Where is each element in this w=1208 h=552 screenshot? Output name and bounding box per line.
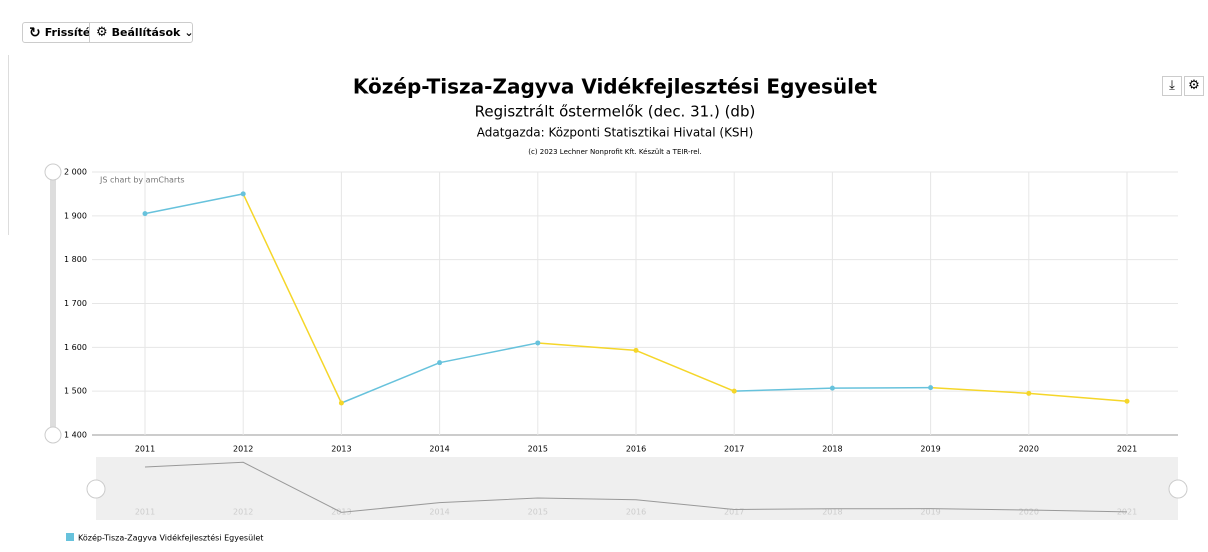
mini-x-label: 2021	[1117, 508, 1137, 517]
mini-x-label: 2012	[233, 508, 253, 517]
line-segment	[341, 361, 440, 404]
x-tick-label: 2020	[1019, 445, 1039, 454]
settings-button[interactable]: ⚙ Beállítások ⌄	[89, 22, 194, 43]
y-tick-label: 1 800	[64, 255, 87, 264]
scroll-handle	[1168, 479, 1188, 499]
copyright: (c) 2023 Lechner Nonprofit Kft. Készült …	[528, 148, 702, 156]
point	[829, 385, 835, 391]
x-tick-label: 2016	[626, 445, 646, 454]
gear-icon: ⚙	[96, 25, 108, 40]
y-tick-label: 2 000	[64, 168, 87, 177]
chart-title: Közép-Tisza-Zagyva Vidékfejlesztési Egye…	[353, 75, 878, 99]
caret: ⌄	[184, 26, 194, 39]
point	[142, 211, 148, 217]
mini-x-label: 2011	[135, 508, 155, 517]
scroll-handle	[44, 426, 62, 444]
scroll-handle	[44, 163, 62, 181]
download-button[interactable]: ⤓	[1162, 76, 1182, 96]
chart-settings-button[interactable]: ⚙	[1184, 76, 1204, 96]
point	[437, 360, 443, 366]
x-tick-label: 2019	[920, 445, 940, 454]
y-scrollbar	[50, 172, 56, 435]
line-segment	[242, 193, 343, 404]
point	[1124, 398, 1130, 404]
panel-border	[8, 55, 9, 235]
source: Adatgazda: Központi Statisztikai Hivatal…	[477, 126, 754, 140]
mini-line	[144, 461, 1128, 513]
point	[240, 191, 246, 197]
refresh-label: Frissítés	[44, 26, 97, 39]
x-tick-label: 2011	[135, 445, 155, 454]
line-segment	[1028, 392, 1128, 402]
y-tick-label: 1 900	[64, 211, 87, 220]
mini-x-label: 2017	[724, 508, 744, 517]
x-tick-label: 2012	[233, 445, 253, 454]
mini-x-label: 2018	[822, 508, 842, 517]
mini-x-label: 2015	[528, 508, 548, 517]
x-tick-label: 2015	[528, 445, 548, 454]
point	[535, 340, 541, 346]
chart-subtitle: Regisztrált őstermelők (dec. 31.) (db)	[475, 103, 756, 121]
legend-swatch	[66, 533, 74, 541]
point	[928, 385, 934, 391]
line-segment	[734, 387, 833, 392]
line-segment	[537, 342, 637, 352]
x-tick-label: 2018	[822, 445, 842, 454]
scroll-handle	[86, 479, 106, 499]
mini-x-label: 2020	[1019, 508, 1039, 517]
line-segment	[635, 349, 735, 392]
x-tick-label: 2017	[724, 445, 744, 454]
x-tick-label: 2014	[429, 445, 449, 454]
x-tick-label: 2021	[1117, 445, 1137, 454]
y-tick-label: 1 700	[64, 299, 87, 308]
point	[1026, 390, 1032, 396]
credit: JS chart by amCharts	[99, 176, 185, 185]
mini-x-label: 2016	[626, 508, 646, 517]
line-segment	[439, 342, 538, 364]
y-tick-label: 1 600	[64, 343, 87, 352]
mini-x-label: 2013	[331, 508, 351, 517]
point	[731, 388, 737, 394]
y-tick-label: 1 400	[64, 431, 87, 440]
refresh-icon: ↻	[29, 24, 41, 41]
point	[633, 347, 639, 353]
mini-x-label: 2014	[429, 508, 449, 517]
x-scrollbar	[96, 457, 1178, 520]
point	[338, 400, 344, 406]
line-segment	[144, 193, 244, 215]
mini-x-label: 2019	[920, 508, 940, 517]
line-segment	[930, 386, 1029, 395]
refresh-button[interactable]: ↻ Frissítés	[22, 22, 97, 43]
legend-label: Közép-Tisza-Zagyva Vidékfejlesztési Egye…	[78, 533, 263, 543]
y-tick-label: 1 500	[64, 387, 87, 396]
x-tick-label: 2013	[331, 445, 351, 454]
settings-label: Beállítások	[111, 26, 181, 39]
